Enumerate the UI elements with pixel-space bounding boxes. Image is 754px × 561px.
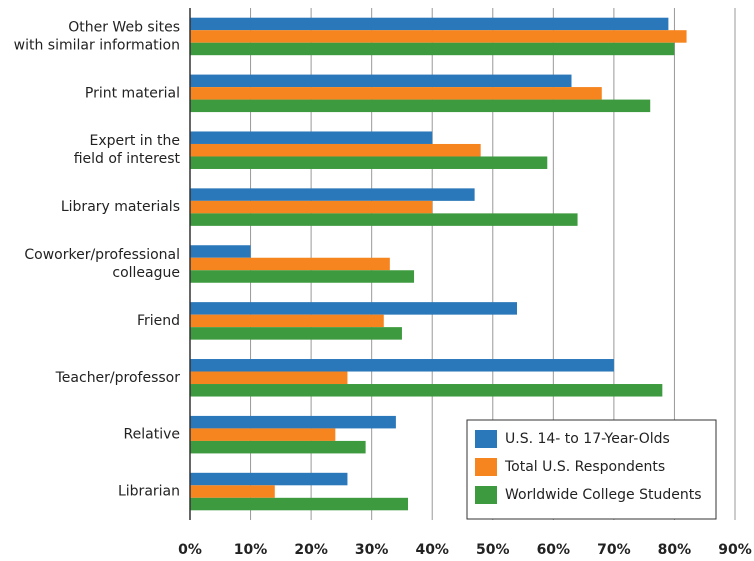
bar xyxy=(190,327,402,340)
bar xyxy=(190,314,384,328)
bar xyxy=(190,415,396,429)
bar xyxy=(190,384,663,397)
x-tick-label: 70% xyxy=(597,542,631,558)
bar xyxy=(190,485,275,498)
bar xyxy=(190,131,433,144)
legend-swatch xyxy=(475,430,497,448)
bar xyxy=(190,302,517,315)
bar xyxy=(190,371,348,385)
category-label: Other Web sites with similar information xyxy=(14,19,180,53)
legend-label: Total U.S. Respondents xyxy=(504,459,665,475)
bar xyxy=(190,213,578,226)
legend-label: Worldwide College Students xyxy=(505,487,702,503)
bar xyxy=(190,440,366,454)
bar xyxy=(190,472,348,486)
bar xyxy=(190,74,572,88)
legend-swatch xyxy=(475,458,497,476)
category-label: Library materials xyxy=(61,199,180,215)
category-label: Print material xyxy=(85,85,180,101)
bar xyxy=(190,87,602,100)
bar xyxy=(190,156,548,169)
bar xyxy=(190,270,415,283)
bar xyxy=(190,30,687,43)
bar xyxy=(190,99,651,113)
x-tick-label: 60% xyxy=(537,542,571,558)
bar xyxy=(190,428,336,441)
bar xyxy=(190,17,669,31)
bar xyxy=(190,143,481,157)
category-label: Relative xyxy=(124,427,180,443)
x-tick-label: 10% xyxy=(234,542,268,558)
bar xyxy=(190,257,390,271)
bar xyxy=(190,359,614,372)
bar xyxy=(190,497,408,511)
category-label: Expert in the field of interest xyxy=(74,133,181,167)
x-tick-label: 50% xyxy=(476,542,510,558)
x-tick-label: 20% xyxy=(294,542,328,558)
bar xyxy=(190,188,475,201)
bar xyxy=(190,245,251,258)
category-label: Coworker/professional colleague xyxy=(24,247,180,281)
category-label: Librarian xyxy=(118,484,180,500)
category-label: Teacher/professor xyxy=(55,370,181,386)
legend-box xyxy=(466,419,717,520)
category-label: Friend xyxy=(137,313,180,329)
x-tick-label: 90% xyxy=(718,542,752,558)
legend-label: U.S. 14- to 17-Year-Olds xyxy=(505,431,670,447)
x-tick-label: 30% xyxy=(355,542,389,558)
bar xyxy=(190,42,675,56)
x-tick-label: 0% xyxy=(178,542,202,558)
x-tick-label: 40% xyxy=(415,542,449,558)
bar xyxy=(190,200,433,214)
legend-swatch xyxy=(475,486,497,504)
x-tick-label: 80% xyxy=(658,542,692,558)
